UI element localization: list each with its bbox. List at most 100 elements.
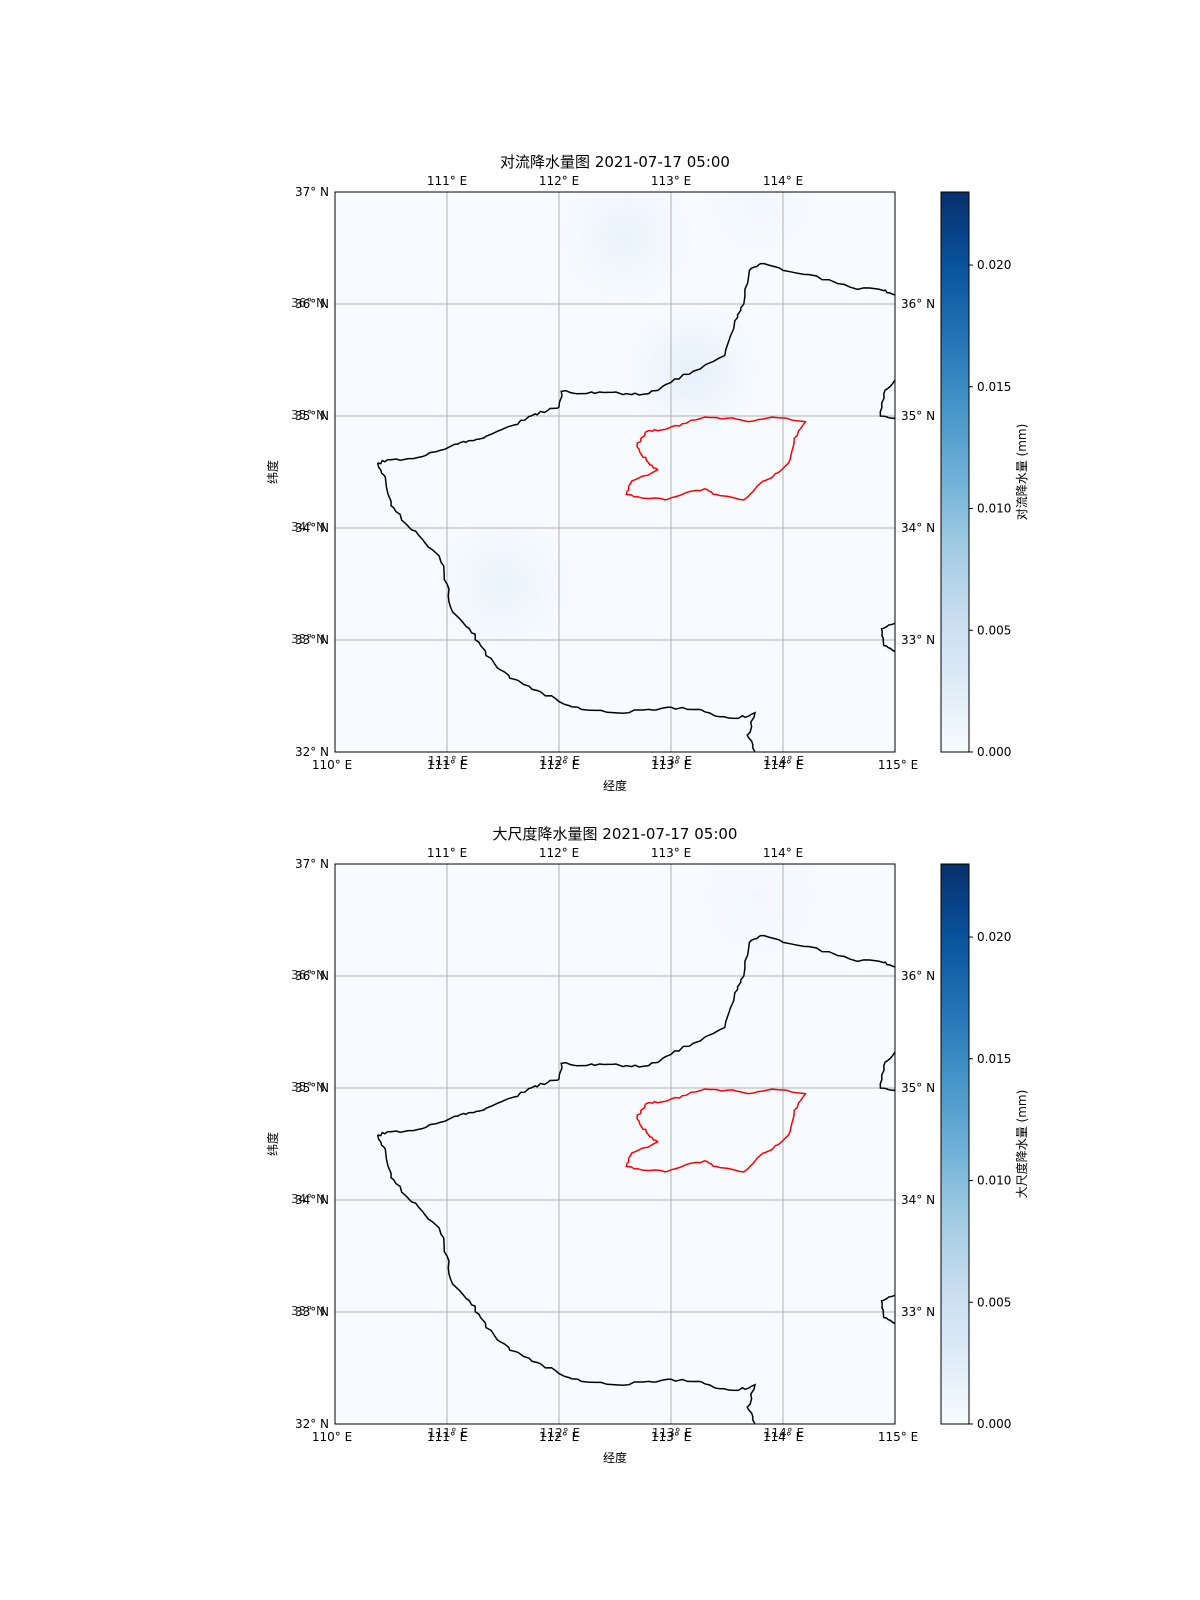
colorbar-tick-label: 0.020: [977, 930, 1011, 944]
highlight-region-boundary: [625, 416, 807, 501]
boundary-fragment-east-north: [879, 1051, 895, 1092]
boundaries: [376, 262, 895, 752]
x-tick-label-bottom: 110° E: [312, 758, 352, 772]
chart-title: 大尺度降水量图 2021-07-17 05:00: [493, 825, 738, 843]
x-tick-label-bottom-overlap: 113° E: [652, 1426, 692, 1440]
x-tick-label-top: 112° E: [539, 846, 579, 860]
y-tick-label-left: 36° N: [295, 297, 329, 311]
x-tick-label-bottom: 113° E: [651, 1430, 691, 1444]
map-axes-frame: [334, 191, 896, 753]
province-boundary-south: [376, 462, 757, 752]
y-tick-label-right: 36° N: [901, 297, 935, 311]
boundary-fragment-east-south: [880, 622, 895, 652]
x-tick-label-bottom-overlap: 112° E: [540, 1426, 580, 1440]
x-tick-label-bottom-overlap: 114° E: [764, 1426, 804, 1440]
y-tick-label-left-overlap: 34° N: [291, 520, 325, 534]
gridlines: [335, 192, 895, 752]
y-tick-label-left-overlap: 34° N: [291, 1192, 325, 1206]
y-tick-label-right: 33° N: [901, 633, 935, 647]
y-tick-label-right: 34° N: [901, 521, 935, 535]
colorbar-tick-label: 0.005: [977, 623, 1011, 637]
x-tick-label-bottom: 112° E: [539, 758, 579, 772]
precipitation-cell: [431, 512, 575, 656]
precipitation-field: [335, 864, 895, 1424]
precipitation-cell: [706, 192, 815, 257]
boundaries: [376, 934, 895, 1424]
y-tick-label-left: 32° N: [295, 1417, 329, 1431]
y-tick-label-right: 35° N: [901, 1081, 935, 1095]
colorbar-tick-label: 0.020: [977, 258, 1011, 272]
colorbar-tick-label: 0.000: [977, 1417, 1011, 1431]
colorbar-tick-label: 0.010: [977, 502, 1011, 516]
x-tick-label-top: 114° E: [763, 846, 803, 860]
map-panel-1: 对流降水量图 2021-07-17 05:00 111° E 112° E 113° …: [265, 153, 1029, 793]
x-tick-label-top: 114° E: [763, 174, 803, 188]
x-tick-label-bottom-overlap: 113° E: [652, 754, 692, 768]
y-tick-label-right: 34° N: [901, 1193, 935, 1207]
colorbar-label: 对流降水量 (mm): [1015, 424, 1029, 521]
x-tick-label-top: 112° E: [539, 174, 579, 188]
map-axes-frame: [334, 863, 896, 1425]
x-tick-label-bottom: 114° E: [763, 758, 803, 772]
province-boundary-north: [377, 934, 895, 1137]
x-tick-label-bottom-overlap: 111° E: [428, 1426, 468, 1440]
highlight-region-boundary: [625, 1088, 807, 1173]
y-axis-label: 纬度: [265, 1132, 280, 1156]
x-tick-label-bottom: 115° E: [878, 1430, 918, 1444]
y-tick-label-left: 35° N: [295, 1081, 329, 1095]
colorbar-gradient: [940, 863, 970, 1425]
x-tick-label-bottom: 112° E: [539, 1430, 579, 1444]
y-tick-label-left: 33° N: [295, 633, 329, 647]
x-tick-label-bottom: 114° E: [763, 1430, 803, 1444]
y-tick-label-left: 33° N: [295, 1305, 329, 1319]
x-axis-label: 经度: [603, 778, 627, 793]
precipitation-cell: [697, 864, 824, 961]
colorbar-tick-label: 0.000: [977, 745, 1011, 759]
y-tick-label-left-overlap: 33° N: [291, 632, 325, 646]
x-tick-label-bottom: 110° E: [312, 1430, 352, 1444]
province-boundary-south: [376, 1134, 757, 1424]
x-tick-label-bottom-overlap: 111° E: [428, 754, 468, 768]
colorbar-tick-label: 0.005: [977, 1295, 1011, 1309]
x-tick-label-bottom-overlap: 112° E: [540, 754, 580, 768]
y-tick-label-left-overlap: 33° N: [291, 1304, 325, 1318]
province-boundary-north: [377, 262, 895, 465]
colorbar-tick-label: 0.015: [977, 1052, 1011, 1066]
gridlines: [335, 864, 895, 1424]
x-axis-label: 经度: [603, 1450, 627, 1465]
y-tick-label-left-overlap: 36° N: [291, 968, 325, 982]
colorbar: 0.000 0.005 0.010 0.015 0.020 大尺度降水量 (mm): [940, 863, 1029, 1431]
colorbar-label: 大尺度降水量 (mm): [1014, 1090, 1029, 1199]
y-tick-label-left: 32° N: [295, 745, 329, 759]
y-tick-label-left: 37° N: [295, 857, 329, 871]
y-tick-label-left-overlap: 35° N: [291, 408, 325, 422]
y-axis-label: 纬度: [265, 460, 280, 484]
x-tick-label-bottom: 115° E: [878, 758, 918, 772]
chart-title: 对流降水量图 2021-07-17 05:00: [500, 153, 730, 171]
y-tick-label-right: 36° N: [901, 969, 935, 983]
precipitation-background: [335, 864, 895, 1424]
colorbar: 0.000 0.005 0.010 0.015 0.020 对流降水量 (mm): [940, 191, 1029, 759]
precipitation-field: [335, 192, 895, 752]
x-tick-label-top: 111° E: [427, 846, 467, 860]
y-tick-label-left-overlap: 35° N: [291, 1080, 325, 1094]
x-tick-label-bottom: 113° E: [651, 758, 691, 772]
precipitation-cell: [558, 192, 695, 305]
x-tick-label-top: 113° E: [651, 846, 691, 860]
y-tick-label-left: 35° N: [295, 409, 329, 423]
colorbar-tick-label: 0.015: [977, 380, 1011, 394]
y-tick-label-right: 33° N: [901, 1305, 935, 1319]
colorbar-gradient: [940, 191, 970, 753]
x-tick-label-top: 111° E: [427, 174, 467, 188]
colorbar-tick-label: 0.010: [977, 1174, 1011, 1188]
x-tick-label-bottom: 111° E: [427, 1430, 467, 1444]
x-tick-label-bottom-overlap: 114° E: [764, 754, 804, 768]
x-tick-label-top: 113° E: [651, 174, 691, 188]
y-tick-label-left: 37° N: [295, 185, 329, 199]
y-tick-label-left: 34° N: [295, 1193, 329, 1207]
boundary-fragment-east-south: [880, 1294, 895, 1324]
y-tick-label-left: 36° N: [295, 969, 329, 983]
boundary-fragment-east-north: [879, 379, 895, 420]
y-tick-label-right: 35° N: [901, 409, 935, 423]
